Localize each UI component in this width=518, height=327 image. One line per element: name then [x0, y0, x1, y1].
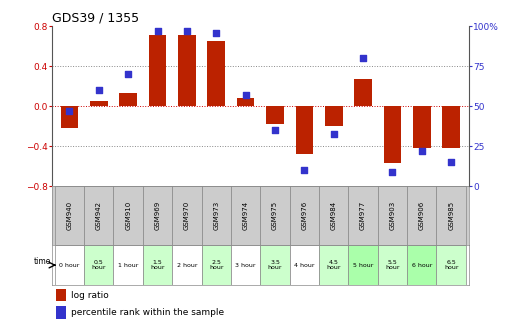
Bar [113, 186, 143, 245]
Bar [354, 79, 372, 106]
Text: 5 hour: 5 hour [353, 263, 373, 267]
Bar [378, 186, 407, 245]
Bar [84, 245, 113, 285]
Text: GSM903: GSM903 [390, 201, 395, 230]
Bar [261, 245, 290, 285]
Text: 3 hour: 3 hour [235, 263, 256, 267]
Bar [56, 306, 66, 319]
Point [65, 109, 74, 114]
Text: GSM942: GSM942 [96, 201, 102, 230]
Bar [56, 289, 66, 301]
Bar [325, 106, 342, 126]
Text: time: time [34, 256, 51, 266]
Bar [266, 106, 284, 124]
Text: 0 hour: 0 hour [59, 263, 80, 267]
Bar [407, 186, 437, 245]
Bar [319, 186, 349, 245]
Text: GSM910: GSM910 [125, 201, 131, 230]
Point [388, 169, 397, 175]
Point [300, 168, 309, 173]
Bar [290, 245, 319, 285]
Bar [349, 245, 378, 285]
Bar [296, 106, 313, 154]
Bar [113, 245, 143, 285]
Text: 2 hour: 2 hour [177, 263, 197, 267]
Point [212, 30, 220, 35]
Point [153, 28, 162, 34]
Bar [349, 186, 378, 245]
Text: 1.5
hour: 1.5 hour [150, 260, 165, 270]
Bar [90, 101, 108, 106]
Point [241, 93, 250, 98]
Text: GSM906: GSM906 [419, 201, 425, 230]
Text: 3.5
hour: 3.5 hour [268, 260, 282, 270]
Text: 4 hour: 4 hour [294, 263, 314, 267]
Point [359, 56, 367, 61]
Bar [207, 41, 225, 106]
Bar [231, 186, 261, 245]
Bar [237, 98, 254, 106]
Bar [178, 35, 196, 106]
Text: GSM976: GSM976 [301, 201, 307, 230]
Bar [437, 186, 466, 245]
Point [329, 131, 338, 136]
Bar [84, 186, 113, 245]
Bar [437, 245, 466, 285]
Point [271, 128, 279, 133]
Bar [202, 245, 231, 285]
Text: GSM975: GSM975 [272, 201, 278, 230]
Point [124, 72, 132, 77]
Bar [61, 106, 78, 128]
Bar [55, 186, 84, 245]
Bar [413, 106, 430, 148]
Bar [55, 245, 84, 285]
Text: 6 hour: 6 hour [412, 263, 432, 267]
Text: log ratio: log ratio [70, 291, 108, 300]
Bar [290, 186, 319, 245]
Bar [143, 245, 172, 285]
Bar [172, 245, 202, 285]
Bar [172, 186, 202, 245]
Text: GSM973: GSM973 [213, 201, 219, 230]
Text: percentile rank within the sample: percentile rank within the sample [70, 308, 224, 317]
Text: GSM940: GSM940 [66, 201, 73, 230]
Text: 0.5
hour: 0.5 hour [92, 260, 106, 270]
Bar [119, 93, 137, 106]
Text: GSM970: GSM970 [184, 201, 190, 230]
Text: GDS39 / 1355: GDS39 / 1355 [52, 12, 139, 25]
Bar [149, 35, 166, 106]
Text: 6.5
hour: 6.5 hour [444, 260, 458, 270]
Text: GSM977: GSM977 [360, 201, 366, 230]
Bar [442, 106, 460, 148]
Point [183, 28, 191, 34]
Point [95, 88, 103, 93]
Text: 5.5
hour: 5.5 hour [385, 260, 400, 270]
Text: GSM985: GSM985 [448, 201, 454, 230]
Bar [143, 186, 172, 245]
Text: GSM984: GSM984 [330, 201, 337, 230]
Text: GSM969: GSM969 [154, 201, 161, 230]
Bar [319, 245, 349, 285]
Text: 4.5
hour: 4.5 hour [326, 260, 341, 270]
Bar [378, 245, 407, 285]
Bar [384, 106, 401, 164]
Text: 2.5
hour: 2.5 hour [209, 260, 223, 270]
Text: 1 hour: 1 hour [118, 263, 138, 267]
Bar [261, 186, 290, 245]
Point [418, 148, 426, 154]
Bar [231, 245, 261, 285]
Bar [202, 186, 231, 245]
Bar [407, 245, 437, 285]
Point [447, 160, 455, 165]
Text: GSM974: GSM974 [242, 201, 249, 230]
